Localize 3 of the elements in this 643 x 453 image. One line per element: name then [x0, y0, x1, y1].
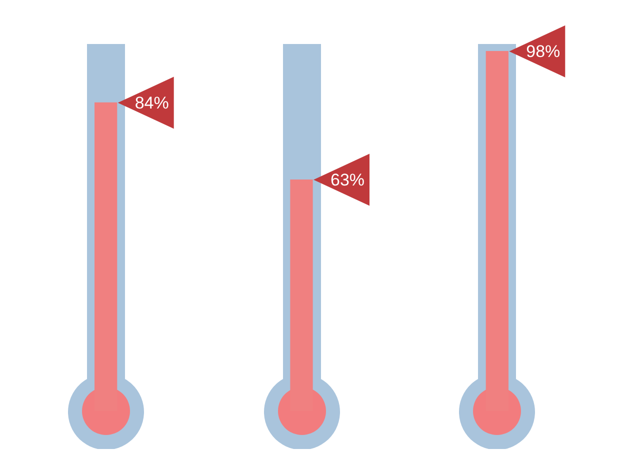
data-label: 63%: [330, 170, 365, 190]
data-label: 98%: [526, 42, 560, 62]
data-label: 84%: [134, 93, 169, 112]
